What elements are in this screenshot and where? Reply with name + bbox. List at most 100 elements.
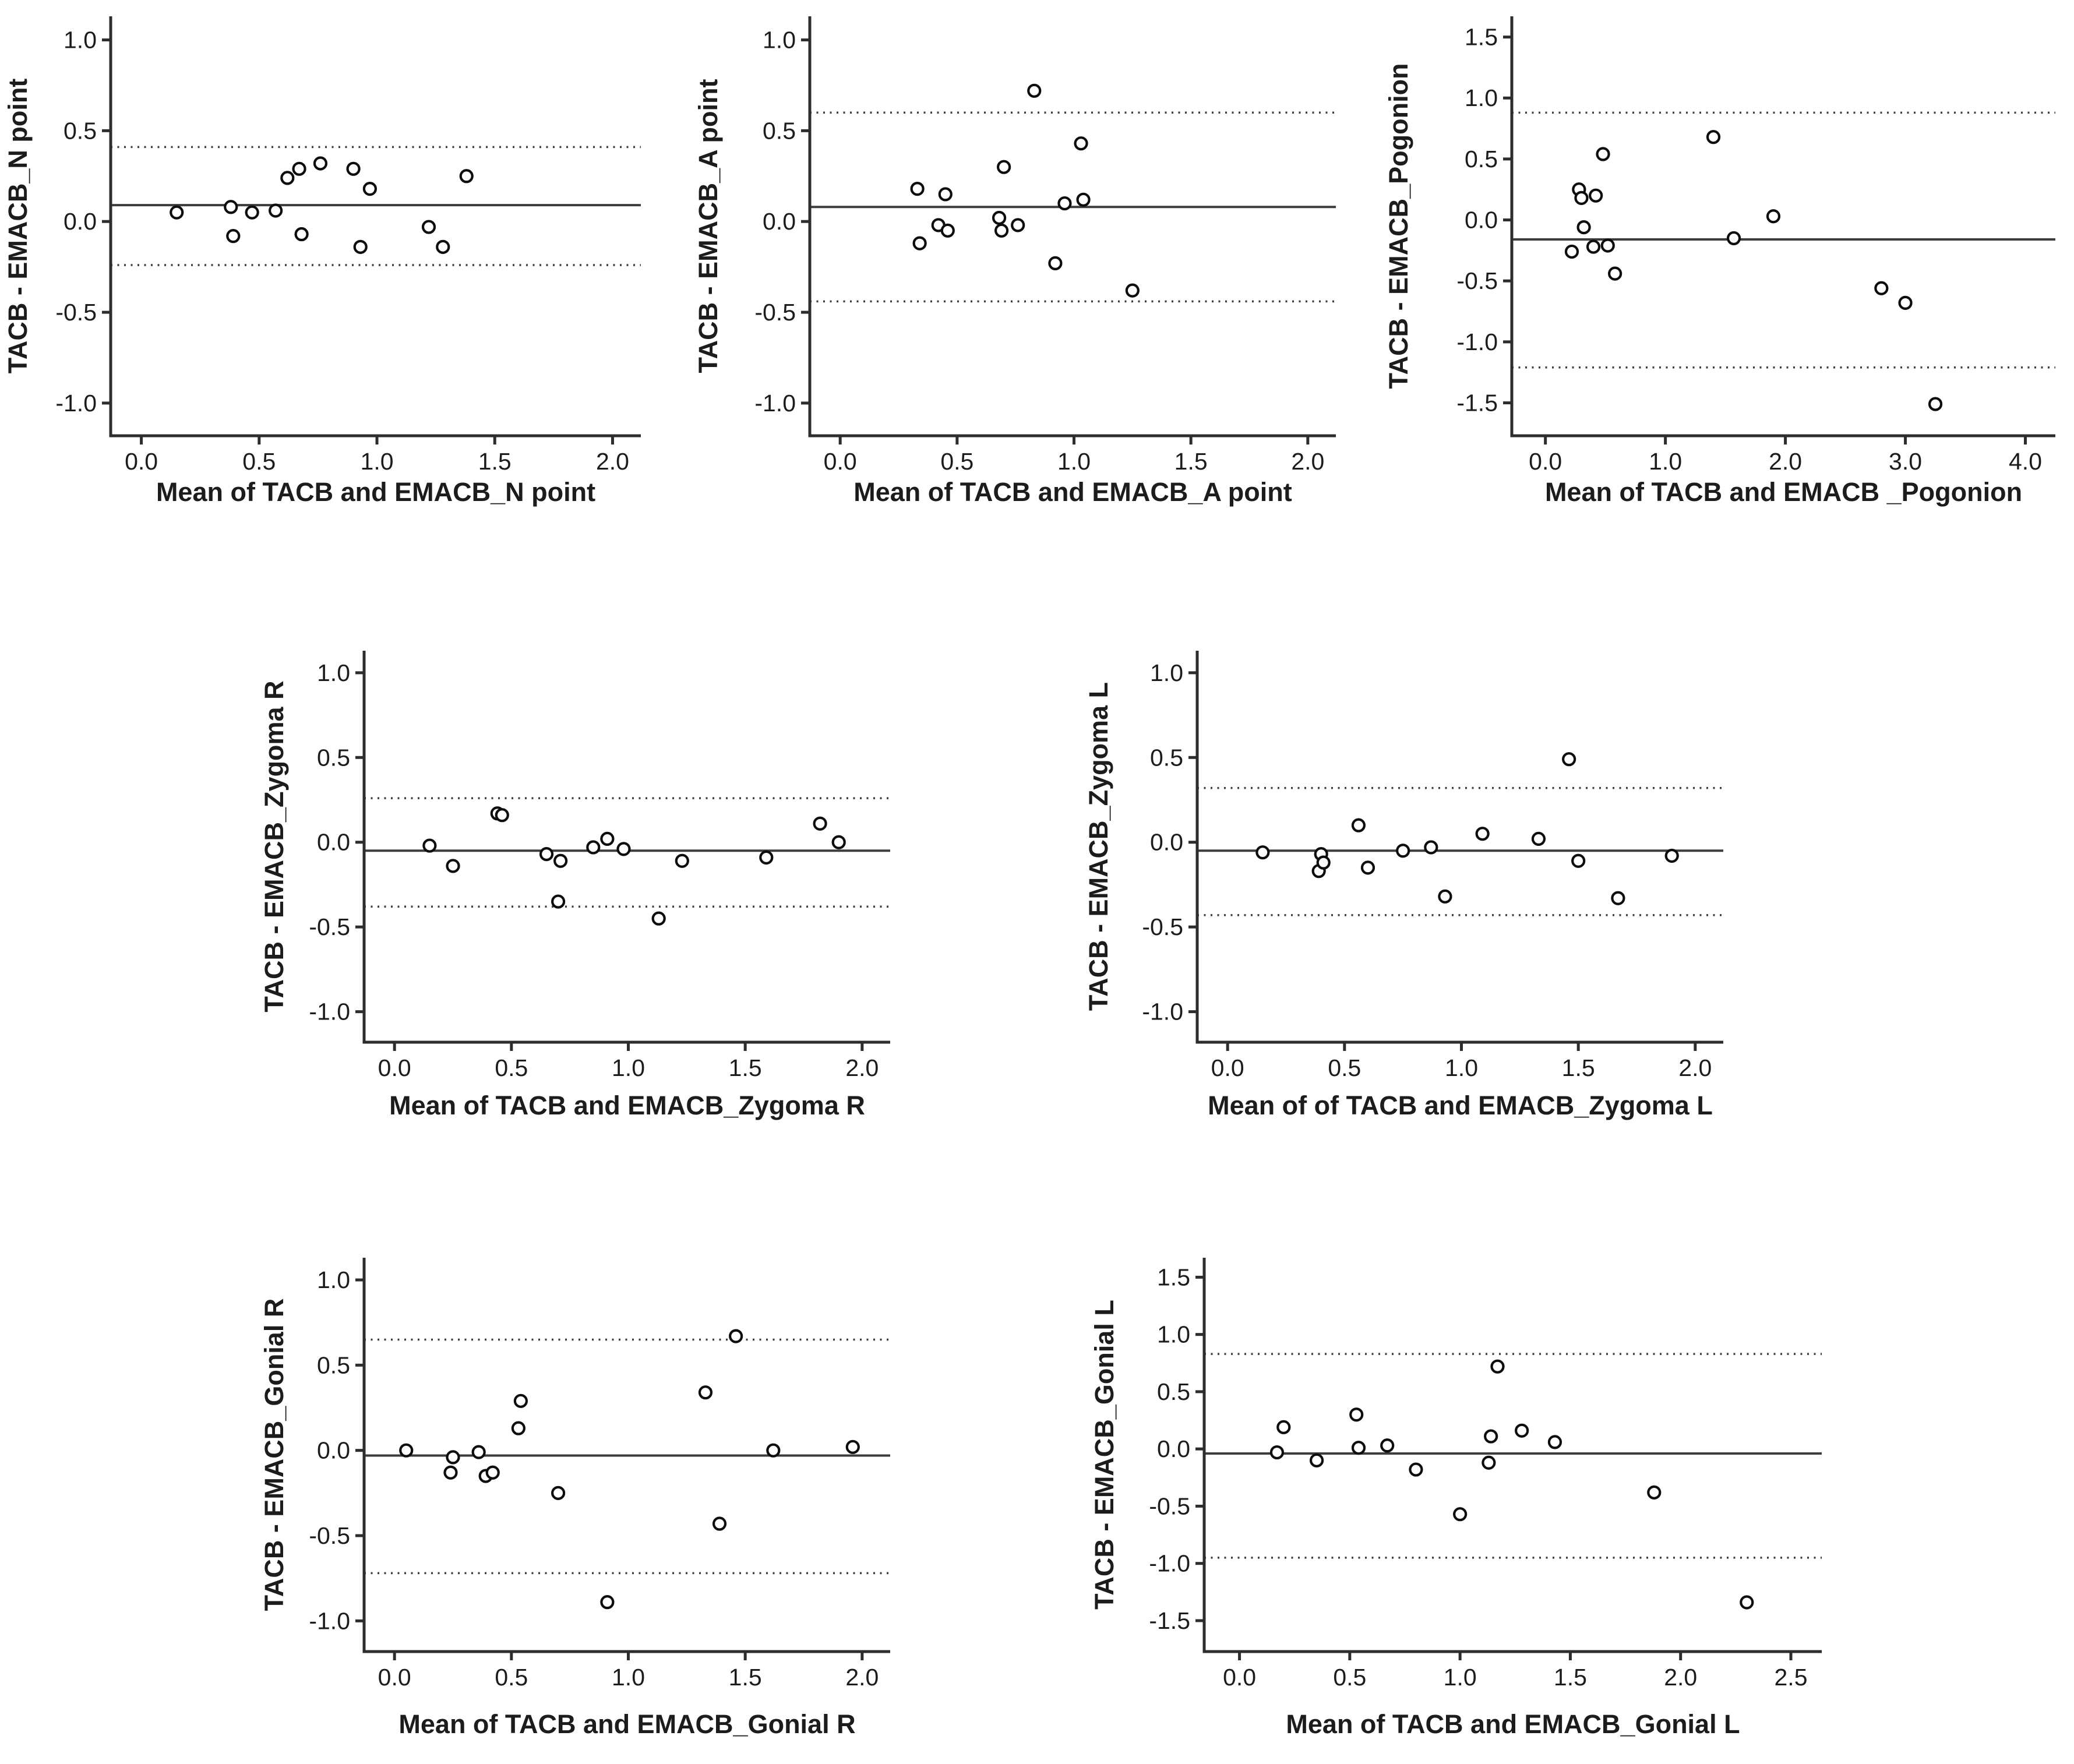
data-point — [485, 1465, 500, 1480]
x-tick-label: 2.0 — [1664, 1664, 1697, 1691]
y-tick-label: 1.5 — [1157, 1264, 1190, 1290]
x-tick-label: 1.5 — [478, 448, 512, 475]
y-tick-label: 0.5 — [64, 117, 97, 144]
data-point — [421, 220, 436, 234]
y-axis-title: TACB - EMACB_Pogonion — [1384, 63, 1413, 389]
y-tick-label: 0.0 — [317, 829, 350, 856]
data-point — [346, 161, 361, 176]
y-tick-label: 0.5 — [763, 117, 796, 144]
y-tick-label: 0.5 — [317, 1352, 350, 1378]
data-point — [1564, 244, 1579, 259]
y-tick-label: -0.5 — [309, 1522, 350, 1549]
data-point — [712, 1516, 727, 1531]
data-point — [759, 850, 774, 865]
y-tick-label: -0.5 — [754, 299, 796, 326]
data-point — [1396, 844, 1410, 858]
y-tick-label: -0.5 — [55, 299, 97, 326]
data-point — [992, 210, 1007, 225]
data-point — [511, 1421, 525, 1435]
data-point — [1309, 1453, 1324, 1467]
x-tick-label: 1.5 — [1562, 1054, 1595, 1081]
y-tick-label: -1.0 — [55, 390, 97, 417]
x-tick-label: 1.0 — [1057, 448, 1091, 475]
y-tick-label: 1.0 — [1465, 84, 1498, 111]
x-tick-label: 1.0 — [1445, 1054, 1478, 1081]
data-point — [513, 1393, 528, 1408]
data-point — [1576, 220, 1591, 235]
data-point — [313, 156, 328, 171]
x-axis-title: Mean of TACB and EMACB_Zygoma R — [389, 1091, 865, 1120]
data-point — [1074, 136, 1088, 151]
data-point — [675, 853, 689, 868]
data-point — [1574, 190, 1589, 205]
x-tick-label: 4.0 — [2009, 448, 2042, 475]
data-point — [1255, 845, 1270, 860]
data-point — [226, 229, 241, 244]
data-point — [1611, 891, 1625, 905]
x-axis-title: Mean of of TACB and EMACB_Zygoma L — [1208, 1091, 1713, 1120]
data-point — [280, 171, 295, 185]
data-point — [471, 1445, 486, 1459]
data-point — [1076, 192, 1091, 207]
y-tick-label: -0.5 — [1149, 1493, 1190, 1519]
data-point — [766, 1443, 781, 1458]
x-tick-label: 2.0 — [1769, 448, 1802, 475]
data-point — [245, 205, 259, 220]
data-point — [729, 1329, 743, 1343]
data-point — [269, 203, 283, 218]
x-tick-label: 0.5 — [1333, 1664, 1366, 1691]
data-point — [994, 223, 1009, 238]
data-point — [446, 859, 460, 873]
data-point — [1351, 818, 1366, 832]
data-point — [1125, 283, 1140, 298]
data-point — [224, 200, 238, 214]
data-point — [436, 239, 450, 254]
data-point — [1484, 1429, 1498, 1444]
data-point — [651, 911, 666, 926]
x-tick-label: 1.0 — [1444, 1664, 1477, 1691]
x-tick-label: 0.5 — [495, 1664, 528, 1691]
x-tick-label: 0.5 — [242, 448, 276, 475]
plot-pogonion: -1.5 -1.0 -0.5 0.0 0.5 1.0 1.5 0.0 1.0 2.0 3.0 4.0 T… — [1375, 2, 2074, 527]
y-axis-title: TACB - EMACB_Zygoma R — [259, 680, 289, 1012]
x-tick-label: 0.5 — [1328, 1054, 1361, 1081]
y-tick-label: -0.5 — [1142, 913, 1183, 940]
data-point — [1586, 239, 1601, 254]
data-point — [1571, 853, 1586, 868]
plot-zygoma-l: -1.0 -0.5 0.0 0.5 1.0 0.0 0.5 1.0 1.5 2.0 TACB - E… — [1081, 626, 1759, 1194]
data-point — [586, 840, 601, 855]
y-axis-title: TACB - EMACB_Zygoma L — [1084, 682, 1113, 1011]
data-point — [940, 223, 955, 238]
data-point — [600, 1595, 615, 1610]
data-point — [1027, 83, 1042, 98]
y-tick-label: -0.5 — [309, 913, 350, 940]
data-point — [1664, 848, 1679, 863]
x-axis-title: Mean of TACB and EMACB_Gonial L — [1286, 1709, 1740, 1739]
data-point — [1515, 1423, 1529, 1438]
y-axis-title: TACB - EMACB_Gonial R — [259, 1299, 289, 1611]
y-tick-label: 0.5 — [1465, 146, 1498, 172]
y-tick-label: -0.5 — [1456, 267, 1498, 294]
data-point — [1048, 256, 1063, 270]
data-point — [459, 169, 474, 184]
y-tick-label: -1.0 — [1456, 329, 1498, 355]
data-point — [294, 227, 309, 242]
data-point — [1562, 752, 1576, 767]
data-point — [422, 838, 437, 853]
y-axis-title: TACB - EMACB_A point — [693, 79, 723, 373]
data-point — [813, 816, 827, 831]
data-point — [443, 1465, 458, 1480]
data-point — [362, 182, 377, 196]
x-tick-label: 2.0 — [1678, 1054, 1712, 1081]
data-point — [551, 894, 566, 909]
data-point — [698, 1385, 713, 1400]
plot-zygoma-r: -1.0 -0.5 0.0 0.5 1.0 0.0 0.5 1.0 1.5 2.0 TACB - E… — [256, 626, 926, 1194]
x-tick-label: 0.5 — [495, 1054, 528, 1081]
x-tick-label: 2.0 — [845, 1664, 879, 1691]
x-tick-label: 1.0 — [1649, 448, 1682, 475]
data-point — [1360, 860, 1375, 875]
data-point — [1490, 1359, 1505, 1374]
data-point — [292, 161, 306, 176]
y-tick-label: -1.5 — [1456, 389, 1498, 416]
data-point — [353, 239, 368, 254]
